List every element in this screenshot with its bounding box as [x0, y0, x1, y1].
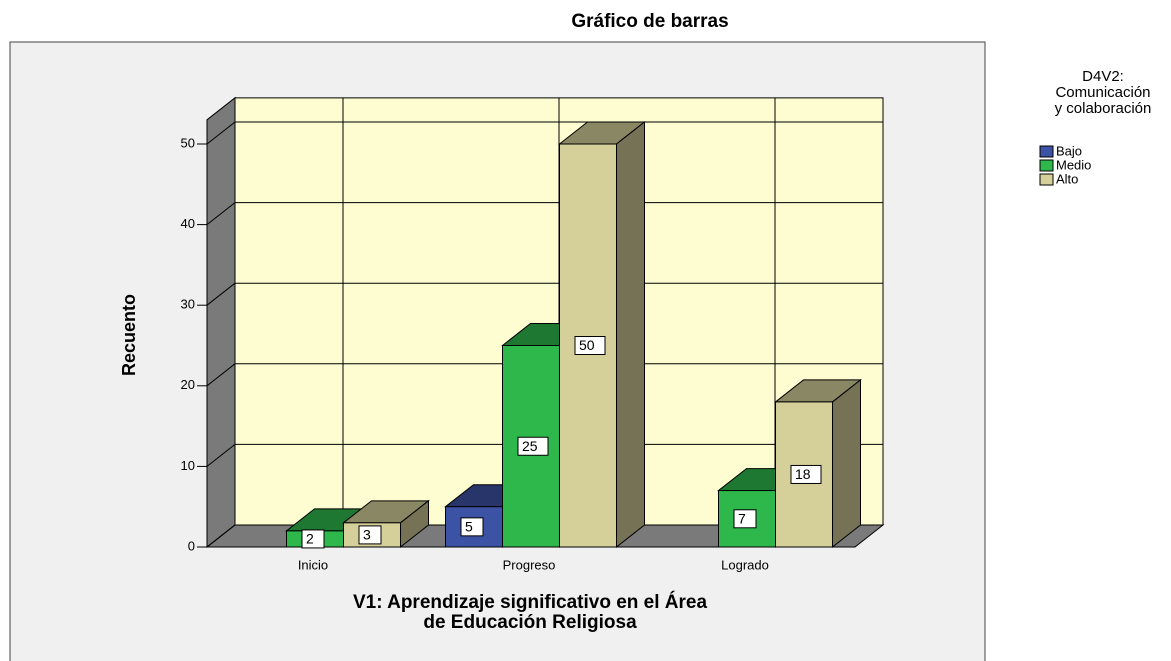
value-label: 5	[465, 519, 473, 535]
y-tick-label: 10	[181, 458, 195, 473]
value-label: 7	[738, 510, 746, 526]
value-label: 18	[795, 466, 811, 482]
value-label-box	[301, 529, 325, 549]
x-tick-label: Logrado	[721, 557, 769, 572]
chart-title: Gráfico de barras	[571, 11, 728, 32]
legend-title: D4V2:	[1082, 68, 1124, 85]
y-tick-label: 40	[181, 216, 195, 231]
grid-line	[206, 444, 236, 467]
legend-label: Medio	[1056, 157, 1091, 172]
grid-line	[206, 121, 236, 145]
legend-title: y colaboración	[1055, 100, 1152, 117]
x-tick-label: Inicio	[298, 557, 328, 572]
bar-side	[616, 120, 645, 549]
x-axis-title: de Educación Religiosa	[423, 612, 637, 633]
left-wall	[206, 96, 236, 549]
grid-line	[206, 363, 236, 387]
value-label-box	[460, 517, 484, 537]
value-label-box	[733, 509, 757, 529]
y-axis-title: Recuento	[119, 294, 139, 376]
legend-swatch	[1039, 159, 1054, 172]
value-label: 2	[306, 531, 314, 547]
bar-side	[832, 378, 861, 549]
x-axis-title: V1: Aprendizaje significativo en el Área	[353, 591, 708, 613]
legend-label: Bajo	[1056, 143, 1082, 158]
value-label-box	[517, 436, 549, 456]
value-label-box	[358, 525, 382, 545]
y-tick-label: 20	[181, 377, 195, 392]
legend-title: Comunicación	[1055, 84, 1150, 101]
grid-line	[206, 202, 236, 225]
legend-swatch	[1039, 145, 1054, 158]
value-label: 50	[579, 337, 595, 353]
x-tick-label: Progreso	[503, 557, 556, 572]
legend-label: Alto	[1056, 171, 1078, 186]
y-tick-label: 30	[181, 297, 195, 312]
value-label-box	[790, 464, 822, 484]
grid-line	[206, 524, 236, 548]
value-label: 3	[363, 527, 371, 543]
y-tick-label: 50	[181, 135, 195, 150]
grid-line	[206, 282, 236, 306]
value-label-box	[574, 336, 606, 355]
value-label: 25	[522, 438, 538, 454]
y-tick-label: 0	[188, 538, 195, 553]
legend-swatch	[1039, 173, 1054, 186]
